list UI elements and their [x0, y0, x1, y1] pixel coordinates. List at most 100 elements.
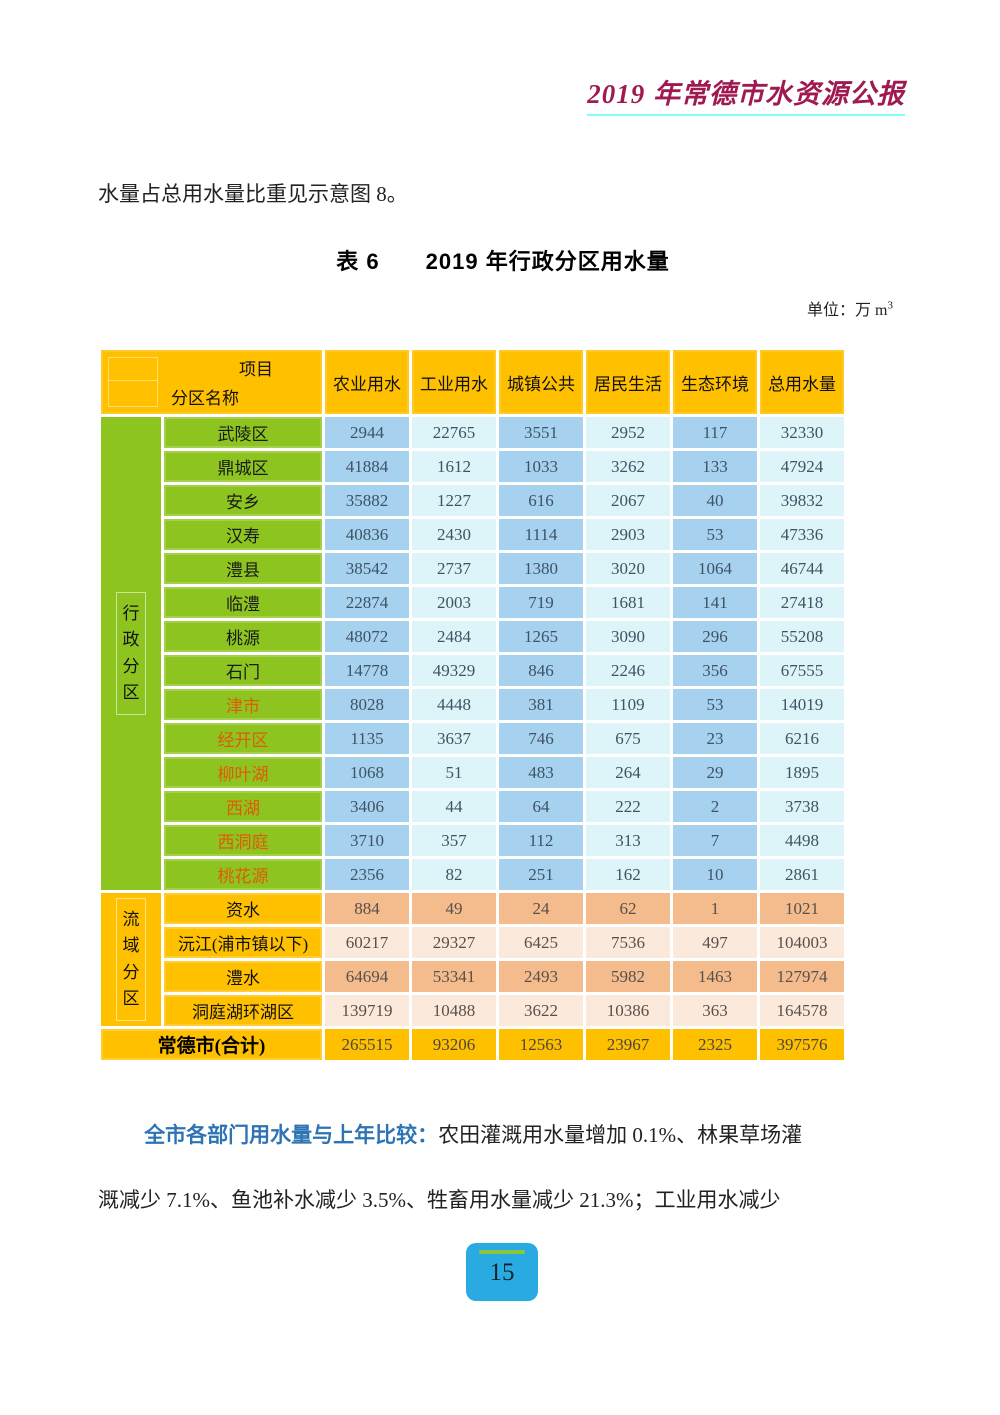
comparison-paragraph: 全市各部门用水量与上年比较：农田灌溉用水量增加 0.1%、林果草场灌 溉减少 7.…	[98, 1103, 910, 1232]
data-cell: 3406	[325, 791, 409, 822]
table-row: 柳叶湖 1068 51 483 264 29 1895	[101, 757, 844, 788]
data-cell: 313	[586, 825, 670, 856]
row-label: 洞庭湖环湖区	[164, 995, 322, 1026]
data-cell: 39832	[760, 485, 844, 516]
table-row: 沅江(浦市镇以下) 60217 29327 6425 7536 497 104003	[101, 927, 844, 958]
table-row: 西湖 3406 44 64 222 2 3738	[101, 791, 844, 822]
data-cell: 2430	[412, 519, 496, 550]
data-cell: 22765	[412, 417, 496, 448]
data-cell: 2356	[325, 859, 409, 890]
row-label: 津市	[164, 689, 322, 720]
data-cell: 139719	[325, 995, 409, 1026]
data-cell: 2246	[586, 655, 670, 686]
data-cell: 2067	[586, 485, 670, 516]
data-cell: 1681	[586, 587, 670, 618]
data-cell: 675	[586, 723, 670, 754]
data-cell: 2861	[760, 859, 844, 890]
row-label: 澧水	[164, 961, 322, 992]
table-row: 桃花源 2356 82 251 162 10 2861	[101, 859, 844, 890]
page-number-bar	[479, 1250, 525, 1254]
column-header-ecology: 生态环境	[673, 350, 757, 414]
data-cell: 164578	[760, 995, 844, 1026]
data-cell: 51	[412, 757, 496, 788]
data-cell: 2903	[586, 519, 670, 550]
unit-text: 单位：万 m	[807, 302, 888, 319]
document-header: 2019 年常德市水资源公报	[587, 72, 905, 116]
table-row: 安乡 35882 1227 616 2067 40 39832	[101, 485, 844, 516]
row-label: 西湖	[164, 791, 322, 822]
data-cell: 112	[499, 825, 583, 856]
data-cell: 141	[673, 587, 757, 618]
page-number: 15	[489, 1259, 515, 1286]
data-cell: 2484	[412, 621, 496, 652]
data-cell: 7536	[586, 927, 670, 958]
table-row: 经开区 1135 3637 746 675 23 6216	[101, 723, 844, 754]
data-cell: 117	[673, 417, 757, 448]
header-row: 项目 分区名称 农业用水 工业用水 城镇公共 居民生活 生态环境 总用水量	[101, 350, 844, 414]
data-cell: 3020	[586, 553, 670, 584]
data-cell: 3090	[586, 621, 670, 652]
data-cell: 357	[412, 825, 496, 856]
total-data-cell: 397576	[760, 1029, 844, 1060]
comparison-body-line1: 农田灌溉用水量增加 0.1%、林果草场灌	[438, 1123, 803, 1147]
data-cell: 10488	[412, 995, 496, 1026]
data-cell: 62	[586, 893, 670, 924]
column-header-residential: 居民生活	[586, 350, 670, 414]
unit-superscript: 3	[887, 299, 894, 312]
total-data-cell: 23967	[586, 1029, 670, 1060]
total-row: 常德市(合计) 265515 93206 12563 23967 2325 397576	[101, 1029, 844, 1060]
data-cell: 1380	[499, 553, 583, 584]
data-cell: 3637	[412, 723, 496, 754]
data-cell: 55208	[760, 621, 844, 652]
data-cell: 53	[673, 519, 757, 550]
row-label: 武陵区	[164, 417, 322, 448]
data-cell: 1114	[499, 519, 583, 550]
data-cell: 4448	[412, 689, 496, 720]
data-cell: 1064	[673, 553, 757, 584]
table-title: 表 6 2019 年行政分区用水量	[336, 249, 670, 274]
data-cell: 4498	[760, 825, 844, 856]
data-cell: 49	[412, 893, 496, 924]
table-row: 鼎城区 41884 1612 1033 3262 133 47924	[101, 451, 844, 482]
group-cell-basin: 流域分区	[101, 893, 161, 1026]
data-cell: 6425	[499, 927, 583, 958]
data-cell: 1	[673, 893, 757, 924]
unit-label: 单位：万 m3	[807, 296, 893, 320]
data-cell: 10386	[586, 995, 670, 1026]
table-row: 汉寿 40836 2430 1114 2903 53 47336	[101, 519, 844, 550]
corner-bottom-label: 分区名称	[171, 389, 239, 408]
data-cell: 53341	[412, 961, 496, 992]
table-row: 澧县 38542 2737 1380 3020 1064 46744	[101, 553, 844, 584]
data-cell: 1021	[760, 893, 844, 924]
data-cell: 32330	[760, 417, 844, 448]
corner-top-label: 项目	[239, 360, 273, 379]
data-cell: 356	[673, 655, 757, 686]
data-cell: 104003	[760, 927, 844, 958]
data-cell: 3738	[760, 791, 844, 822]
usage-table: 项目 分区名称 农业用水 工业用水 城镇公共 居民生活 生态环境 总用水量 行政…	[98, 347, 847, 1063]
data-cell: 44	[412, 791, 496, 822]
column-header-agriculture: 农业用水	[325, 350, 409, 414]
data-cell: 40836	[325, 519, 409, 550]
data-cell: 49329	[412, 655, 496, 686]
total-data-cell: 2325	[673, 1029, 757, 1060]
data-cell: 2952	[586, 417, 670, 448]
data-cell: 3551	[499, 417, 583, 448]
data-cell: 8028	[325, 689, 409, 720]
data-cell: 1068	[325, 757, 409, 788]
data-cell: 48072	[325, 621, 409, 652]
data-cell: 2	[673, 791, 757, 822]
total-data-cell: 265515	[325, 1029, 409, 1060]
data-cell: 222	[586, 791, 670, 822]
data-cell: 24	[499, 893, 583, 924]
group-label: 行政分区	[116, 591, 146, 716]
data-cell: 2493	[499, 961, 583, 992]
group-cell-administrative: 行政分区	[101, 417, 161, 890]
data-cell: 47336	[760, 519, 844, 550]
data-cell: 1612	[412, 451, 496, 482]
table-row: 行政分区 武陵区 2944 22765 3551 2952 117 32330	[101, 417, 844, 890]
row-label: 石门	[164, 655, 322, 686]
data-cell: 363	[673, 995, 757, 1026]
table-row: 临澧 22874 2003 719 1681 141 27418	[101, 587, 844, 618]
row-label: 柳叶湖	[164, 757, 322, 788]
